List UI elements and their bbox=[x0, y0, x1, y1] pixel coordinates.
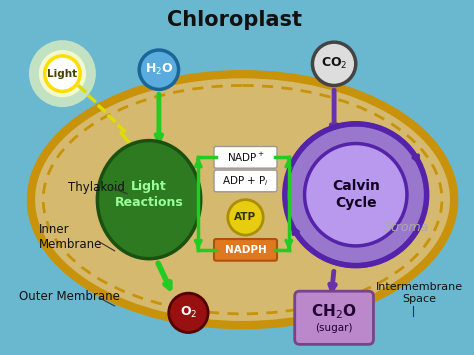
Circle shape bbox=[228, 200, 263, 235]
Text: Calvin
Cycle: Calvin Cycle bbox=[332, 179, 380, 211]
Circle shape bbox=[139, 50, 179, 89]
FancyBboxPatch shape bbox=[214, 147, 277, 168]
Circle shape bbox=[169, 293, 208, 333]
Text: (sugar): (sugar) bbox=[315, 323, 353, 333]
Text: H$_2$O: H$_2$O bbox=[145, 62, 173, 77]
FancyBboxPatch shape bbox=[214, 170, 277, 192]
Text: Chloroplast: Chloroplast bbox=[167, 11, 302, 31]
Circle shape bbox=[45, 56, 80, 91]
Circle shape bbox=[285, 124, 427, 266]
Text: O$_2$: O$_2$ bbox=[180, 305, 197, 321]
Ellipse shape bbox=[97, 141, 201, 259]
Text: Stroma: Stroma bbox=[384, 221, 429, 234]
Text: Inner
Membrane: Inner Membrane bbox=[39, 223, 102, 251]
FancyBboxPatch shape bbox=[295, 291, 374, 344]
Circle shape bbox=[29, 40, 96, 107]
Text: Outer Membrane: Outer Membrane bbox=[19, 290, 120, 302]
Text: NADP$^+$: NADP$^+$ bbox=[227, 151, 264, 164]
Circle shape bbox=[312, 42, 356, 86]
Circle shape bbox=[305, 143, 407, 246]
Text: Intermembrane
Space: Intermembrane Space bbox=[376, 282, 463, 304]
Text: ADP + P$_i$: ADP + P$_i$ bbox=[222, 174, 269, 188]
Text: Light: Light bbox=[47, 69, 77, 79]
Text: NADPH: NADPH bbox=[225, 245, 266, 255]
Ellipse shape bbox=[31, 74, 454, 325]
Text: Thylakoid: Thylakoid bbox=[68, 181, 125, 194]
Text: CH$_2$O: CH$_2$O bbox=[311, 302, 357, 321]
Text: Light
Reactions: Light Reactions bbox=[115, 180, 183, 209]
Text: CO$_2$: CO$_2$ bbox=[321, 56, 347, 71]
Circle shape bbox=[39, 50, 86, 97]
Text: ATP: ATP bbox=[235, 212, 256, 222]
FancyBboxPatch shape bbox=[214, 239, 277, 261]
